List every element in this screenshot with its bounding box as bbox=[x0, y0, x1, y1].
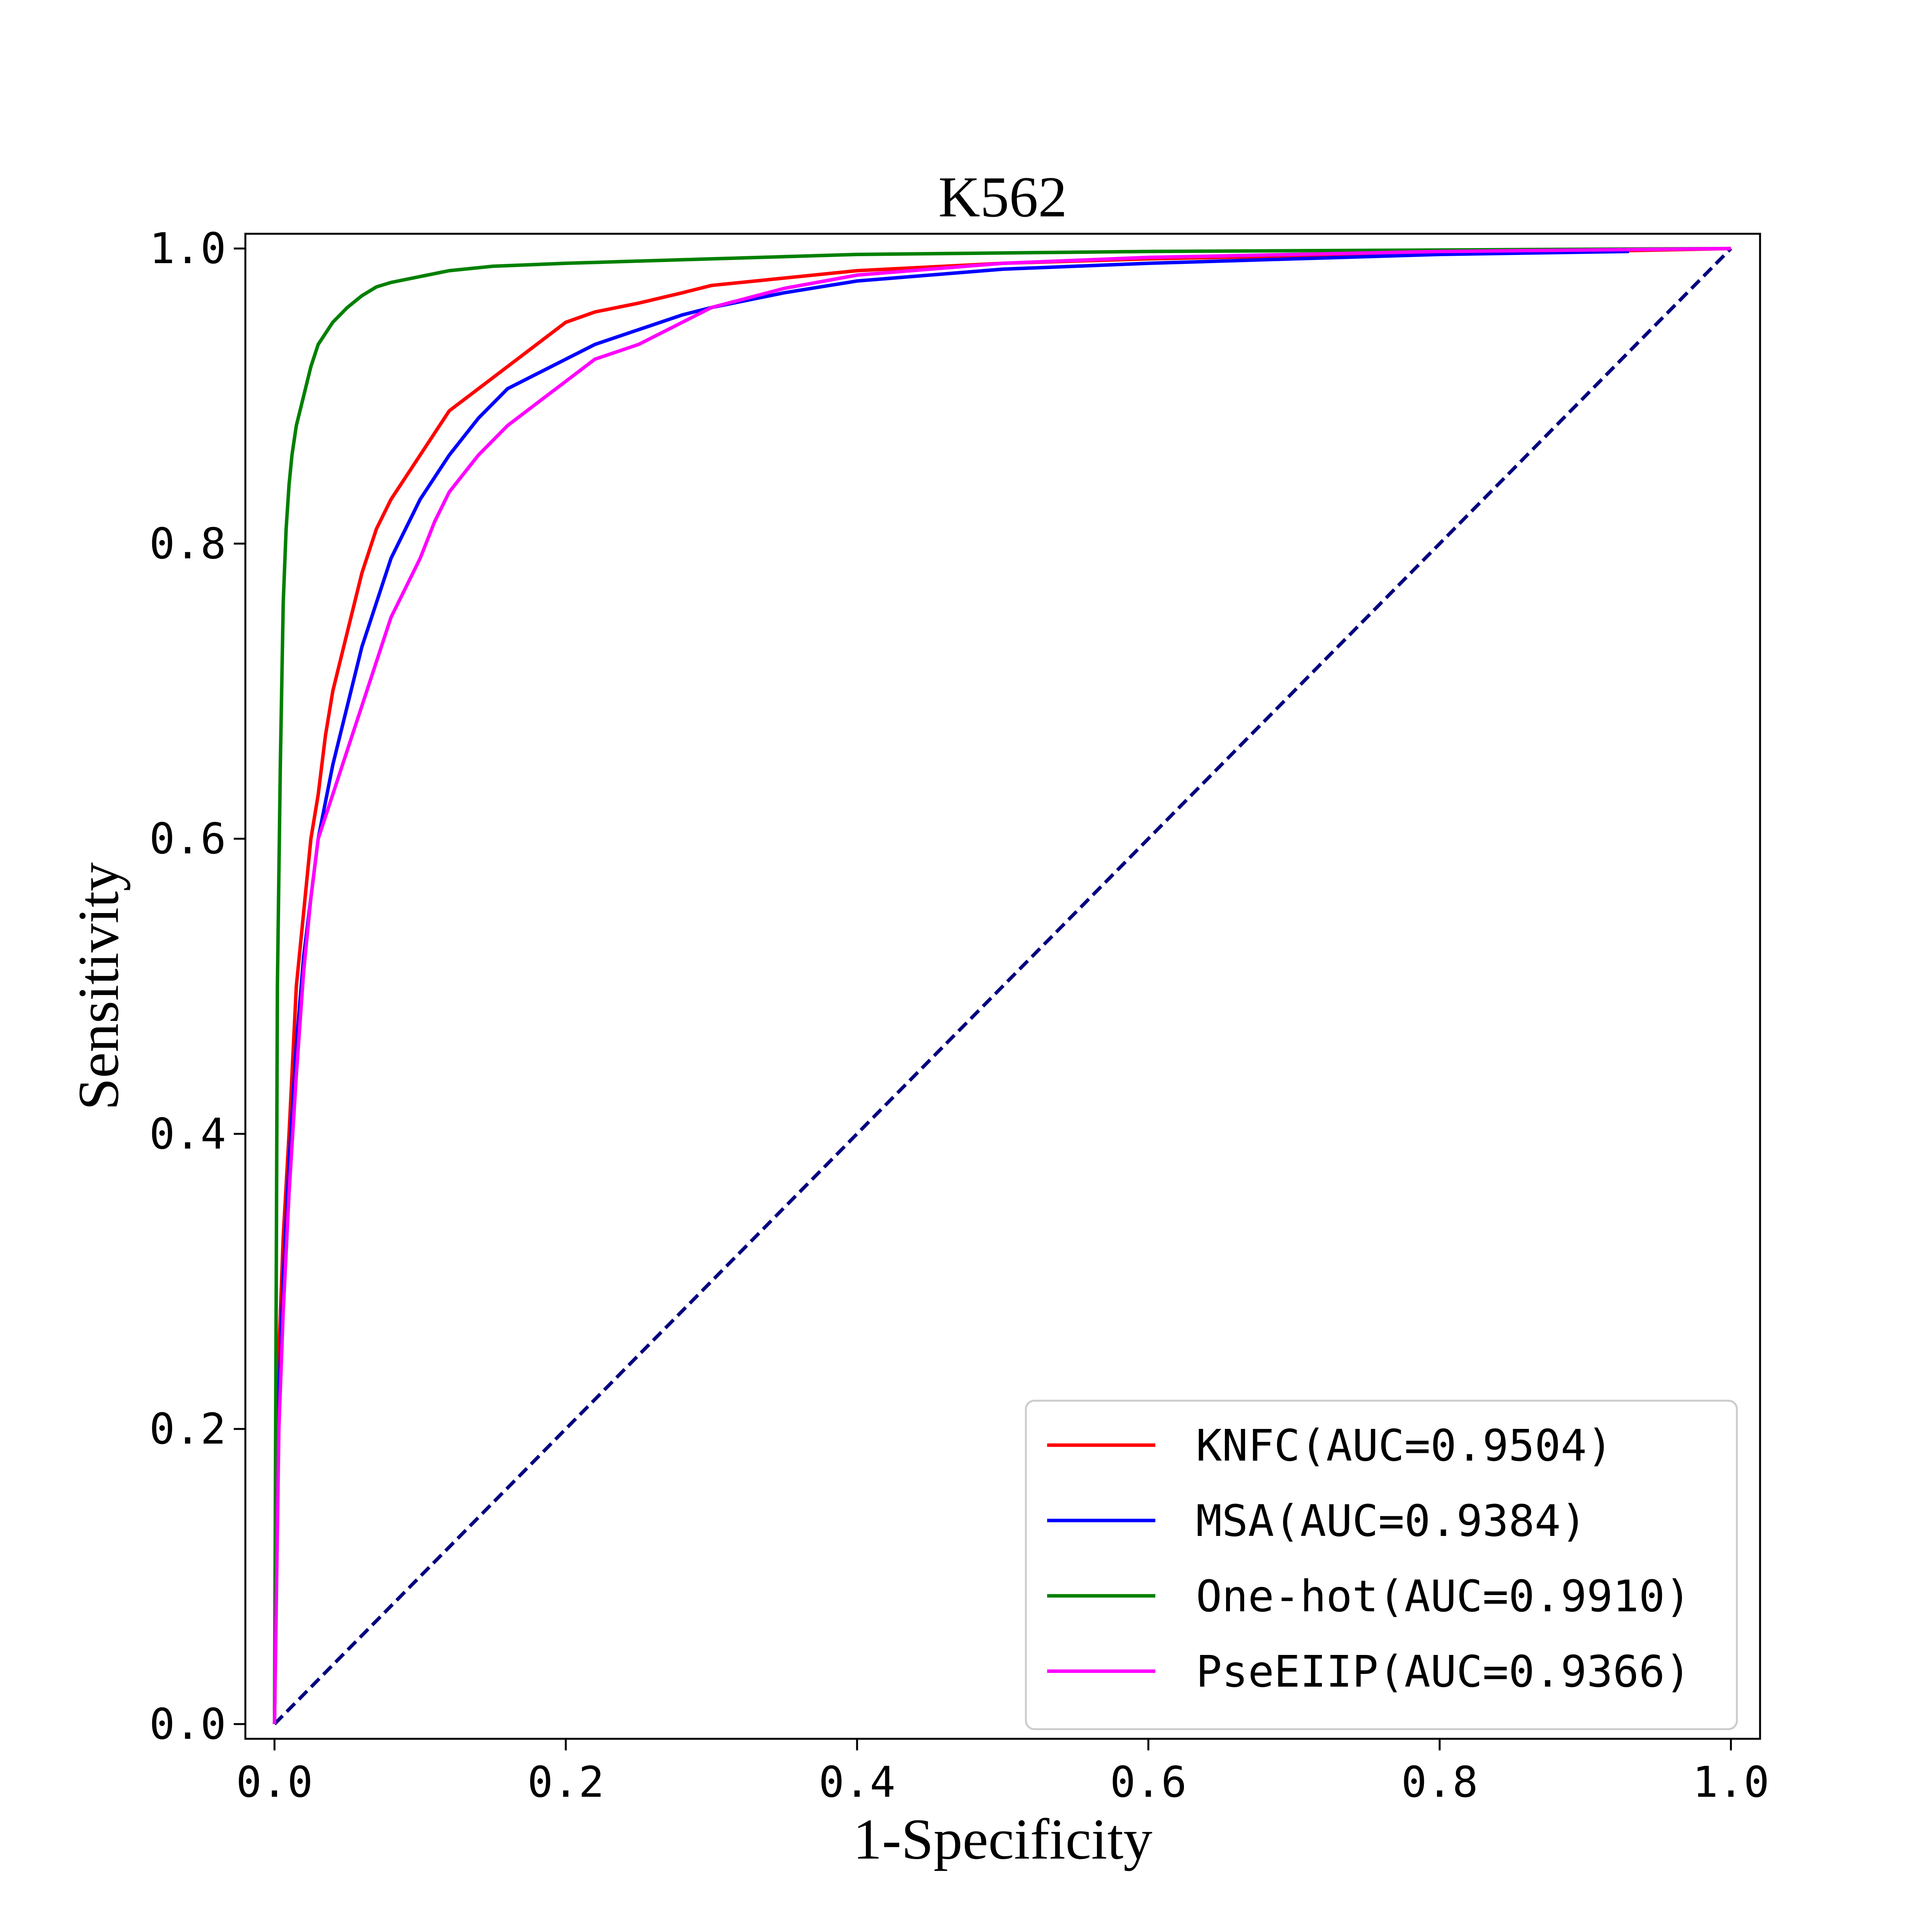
plot-frame bbox=[244, 233, 1761, 1740]
x-tick-label: 0.2 bbox=[527, 1757, 604, 1807]
series-line-3 bbox=[272, 247, 1731, 1724]
plot-area bbox=[244, 233, 1761, 1740]
y-tick-label: 0.6 bbox=[149, 814, 226, 864]
x-axis: 0.0 0.2 0.4 0.6 0.8 1.0 bbox=[236, 1739, 1769, 1807]
y-tick-label: 0.2 bbox=[149, 1404, 226, 1454]
x-tick-label: 0.8 bbox=[1401, 1757, 1478, 1807]
legend-entry: One-hot(AUC=0.9910) bbox=[1196, 1571, 1691, 1622]
y-axis: 0.0 0.2 0.4 0.6 0.8 1.0 bbox=[149, 224, 245, 1749]
chance-diagonal-line bbox=[273, 247, 1732, 1725]
y-axis-title: Sensitivity bbox=[66, 862, 131, 1111]
y-tick-label: 0.4 bbox=[149, 1109, 226, 1158]
legend-box bbox=[1025, 1400, 1738, 1730]
y-tick-label: 1.0 bbox=[149, 224, 226, 273]
x-axis-title: 1-Specificity bbox=[853, 1807, 1153, 1871]
series-lines bbox=[272, 247, 1732, 1725]
y-tick-label: 0.8 bbox=[149, 519, 226, 568]
series-line-2 bbox=[272, 247, 1731, 1724]
y-tick-label: 0.0 bbox=[149, 1699, 226, 1749]
x-tick-label: 0.4 bbox=[819, 1757, 896, 1807]
legend-entry: KNFC(AUC=0.9504) bbox=[1196, 1421, 1613, 1471]
legend-entry: MSA(AUC=0.9384) bbox=[1196, 1496, 1587, 1546]
series-line-0 bbox=[272, 247, 1731, 1724]
chart-title: K562 bbox=[938, 165, 1067, 229]
legend: KNFC(AUC=0.9504) MSA(AUC=0.9384) One-hot(A… bbox=[1025, 1400, 1738, 1730]
x-tick-label: 1.0 bbox=[1692, 1757, 1769, 1807]
x-tick-label: 0.0 bbox=[236, 1757, 313, 1807]
legend-entry: PseEIIP(AUC=0.9366) bbox=[1196, 1647, 1691, 1697]
x-tick-label: 0.6 bbox=[1110, 1757, 1187, 1807]
